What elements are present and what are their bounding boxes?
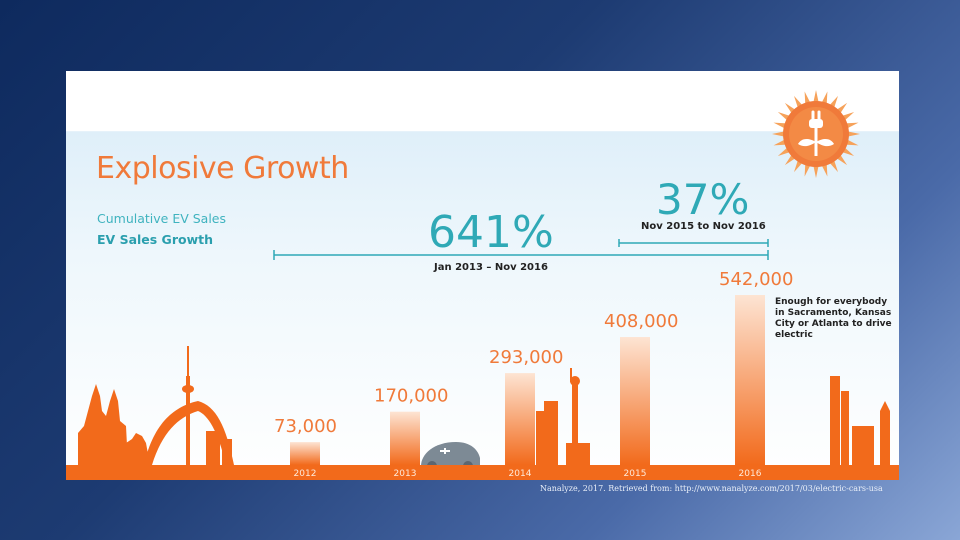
bar-value-label-2016: 542,000 [719, 269, 793, 290]
bar-2016 [735, 295, 765, 465]
year-label-2016: 2016 [739, 469, 762, 479]
sun-ray [846, 131, 860, 137]
city-skyline-right [830, 376, 890, 465]
sun-ray [821, 163, 828, 177]
sun-ray [845, 139, 859, 146]
bar-2014 [505, 373, 535, 465]
infographic-panel: 73,000 170,000 293,000 408,000 542,000 2012 2… [66, 71, 899, 480]
legend-cumulative: Cumulative EV Sales [97, 211, 227, 226]
bar-value-label-2012: 73,000 [274, 416, 337, 437]
bar-2015 [620, 337, 650, 465]
range-line-total [273, 250, 769, 260]
bar-value-label-2014: 293,000 [489, 347, 563, 368]
year-label-2014: 2014 [509, 469, 532, 479]
recent-growth-pct: 37% [656, 175, 750, 224]
sun-ray [804, 163, 811, 177]
bar-2012 [290, 442, 320, 465]
recent-growth-range: Nov 2015 to Nov 2016 [641, 221, 766, 232]
year-label-2015: 2015 [624, 469, 647, 479]
sun-ray [773, 139, 787, 146]
ground-band [66, 465, 899, 480]
year-label-2013: 2013 [394, 469, 417, 479]
annotation-note: Enough for everybody in Sacramento, Kans… [775, 297, 892, 340]
source-citation: Nanalyze, 2017. Retrieved from: http://w… [540, 484, 883, 493]
sun-ray [813, 164, 819, 178]
sun-ray [773, 122, 787, 129]
year-labels: 2012 2013 2014 2015 2016 [294, 469, 762, 479]
header-strip [66, 71, 899, 131]
bar-value-label-2015: 408,000 [604, 311, 678, 332]
total-growth-range: Jan 2013 – Nov 2016 [434, 262, 548, 273]
sun-ray [813, 90, 819, 104]
city-skyline-left [78, 346, 234, 465]
sun-plug-logo-icon [772, 90, 860, 178]
total-growth-pct: 641% [428, 207, 554, 258]
bar-value-labels: 73,000 170,000 293,000 408,000 542,000 [274, 269, 793, 437]
year-label-2012: 2012 [294, 469, 317, 479]
chart-title: Explosive Growth [96, 151, 349, 186]
sun-ray [804, 91, 811, 105]
sun-ray [845, 122, 859, 129]
range-line-recent [618, 239, 769, 247]
bar-value-label-2013: 170,000 [374, 386, 448, 407]
sun-ray [821, 91, 828, 105]
bar-series [290, 295, 765, 465]
statue-of-liberty-icon [536, 368, 590, 465]
legend-growth: EV Sales Growth [97, 232, 213, 247]
bar-2013 [390, 411, 420, 465]
sun-ray [772, 131, 786, 137]
